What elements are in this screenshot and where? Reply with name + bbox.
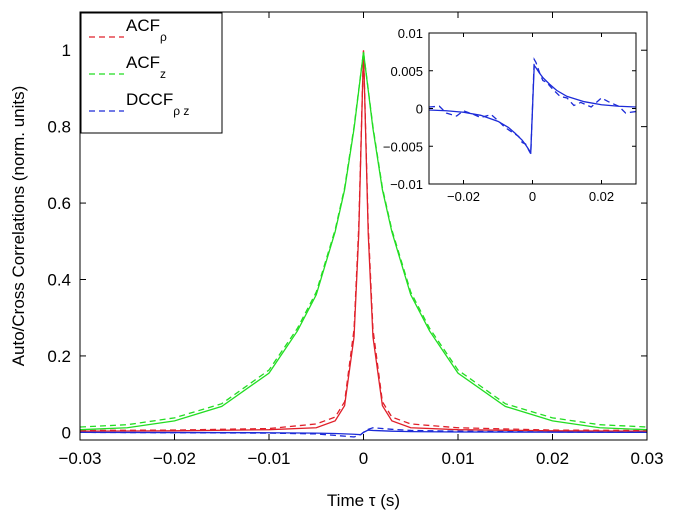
main-y-tick-label: 0.2 (47, 347, 71, 366)
inset-series-1-dashed-line (429, 57, 636, 157)
inset-y-tick-label: −0.01 (390, 177, 423, 192)
inset-y-tick-label: −0.005 (383, 139, 423, 154)
main-y-tick-label: 0.4 (47, 271, 71, 290)
inset-x-tick-label: 0 (529, 189, 536, 204)
main-y-tick-label: 0 (62, 423, 71, 442)
main-y-tick-label: 0.8 (47, 118, 71, 137)
legend-label-2: DCCFρ z (126, 90, 189, 118)
legend-label-0: ACFρ (126, 16, 167, 44)
main-x-tick-label: −0.01 (247, 449, 290, 468)
main-x-tick-label: 0.01 (441, 449, 474, 468)
main-series-3-dashed-line (80, 52, 647, 428)
legend-label-sub: ρ (160, 30, 167, 44)
legend-label-sub: z (160, 67, 166, 81)
inset-frame-border (428, 32, 637, 185)
main-y-tick-label: 0.6 (47, 194, 71, 213)
x-axis-label: Time τ (s) (327, 491, 400, 510)
inset-x-tick-label: 0.02 (589, 189, 614, 204)
main-series-group (80, 50, 647, 438)
main-y-tick-label: 1 (62, 41, 71, 60)
inset-axes: −0.02 0 0.02 −0.01 −0.005 0 0.005 0.01 (383, 26, 637, 204)
main-x-tick-label: −0.02 (153, 449, 196, 468)
legend-label-base: ACF (126, 53, 160, 72)
main-x-tick-label: 0.02 (536, 449, 569, 468)
inset-y-tick-label: 0.005 (390, 64, 423, 79)
main-series-0-solid-line (80, 50, 647, 432)
main-frame-border (79, 11, 648, 441)
y-axis-label: Auto/Cross Correlations (norm. units) (9, 86, 28, 367)
main-x-tick-label: 0 (359, 449, 368, 468)
main-ticks: −0.03 −0.02 −0.01 0 0.01 0.02 0.03 0 0.2 0.4 0.6 0.… (47, 12, 664, 468)
legend-label-base: ACF (126, 16, 160, 35)
main-series-1-dashed-line (80, 50, 647, 432)
inset-ticks: −0.02 0 0.02 −0.01 −0.005 0 0.005 0.01 (383, 26, 636, 204)
inset-y-tick-label: 0 (416, 102, 423, 117)
inset-y-tick-label: 0.01 (398, 26, 423, 41)
legend-label-base: DCCF (126, 90, 173, 109)
main-series-5-dashed-line (80, 427, 647, 438)
legend-label-sub: ρ z (173, 104, 189, 118)
inset-x-tick-label: −0.02 (447, 189, 480, 204)
main-x-tick-label: 0.03 (630, 449, 663, 468)
inset-series-group (429, 57, 636, 157)
main-series-2-solid-line (80, 52, 647, 431)
main-x-tick-label: −0.03 (58, 449, 101, 468)
legend-label-1: ACFz (126, 53, 166, 81)
legend-box (80, 12, 223, 134)
main-series-4-solid-line (80, 429, 647, 436)
